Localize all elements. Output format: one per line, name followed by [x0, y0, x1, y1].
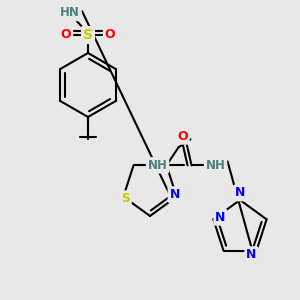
Text: HN: HN	[60, 7, 80, 20]
Text: N: N	[235, 187, 245, 200]
Text: NH: NH	[206, 159, 226, 172]
Text: NH: NH	[148, 159, 167, 172]
Text: O: O	[61, 28, 71, 41]
Text: S: S	[83, 28, 93, 42]
Text: S: S	[121, 192, 130, 205]
Text: O: O	[177, 130, 188, 143]
Text: N: N	[215, 211, 226, 224]
Text: N: N	[246, 248, 256, 261]
Text: N: N	[169, 188, 180, 201]
Text: O: O	[105, 28, 115, 41]
